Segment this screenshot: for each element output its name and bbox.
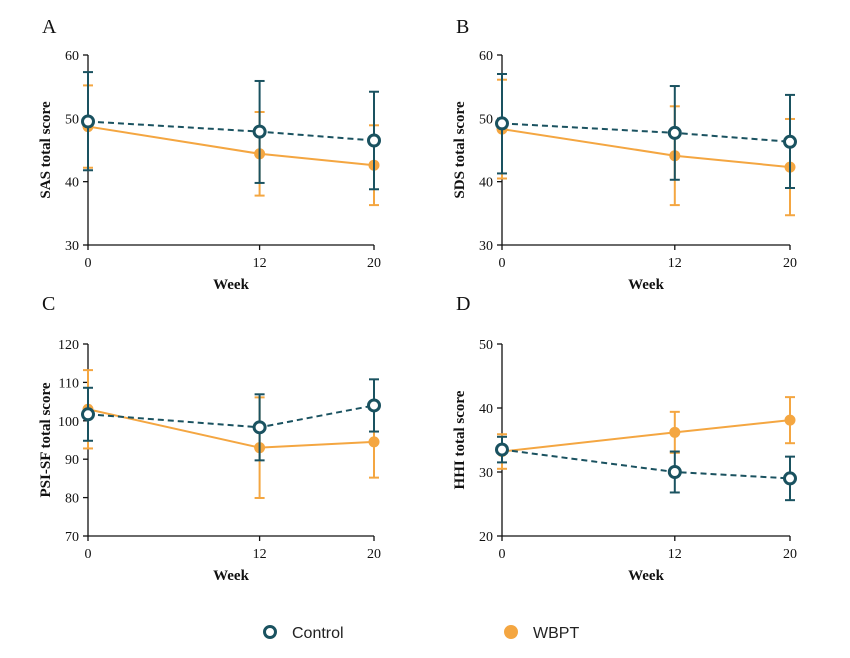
panel-d: D 20 30 40 50 0 12 20 Week HHI total score <box>452 293 797 584</box>
x-tick-label: 20 <box>783 547 797 562</box>
legend: Control WBPT <box>263 625 579 642</box>
x-tick-label: 12 <box>253 256 267 271</box>
x-tick-label: 0 <box>85 256 92 271</box>
y-tick-label: 40 <box>479 176 493 191</box>
y-tick-label: 120 <box>58 338 79 353</box>
series-control <box>495 73 797 189</box>
x-tick-label: 20 <box>367 256 381 271</box>
x-tick-label: 0 <box>499 256 506 271</box>
y-tick-label: 40 <box>65 176 79 191</box>
data-point-control <box>495 442 509 457</box>
series-wbpt <box>496 78 796 217</box>
legend-label-control: Control <box>292 625 344 642</box>
series-wbpt <box>82 84 380 207</box>
x-axis-label: Week <box>213 277 249 293</box>
y-tick-label: 70 <box>65 530 79 545</box>
y-tick-label: 30 <box>479 466 493 481</box>
y-tick-label: 60 <box>479 49 493 64</box>
y-tick-label: 80 <box>65 492 79 507</box>
data-point-control <box>667 125 682 140</box>
panel-a: A 30 40 50 60 0 12 20 Week SAS total score <box>38 16 381 293</box>
series-line-control <box>87 120 375 142</box>
y-tick-label: 50 <box>479 338 493 353</box>
y-tick-label: 100 <box>58 415 79 430</box>
y-tick-label: 90 <box>65 453 79 468</box>
series-wbpt <box>496 396 796 470</box>
data-point-control <box>252 124 267 139</box>
y-tick-label: 40 <box>479 402 493 417</box>
x-tick-label: 12 <box>668 256 682 271</box>
series-control <box>81 378 381 462</box>
y-tick-label: 20 <box>479 530 493 545</box>
series-line-wbpt <box>501 128 791 169</box>
data-point-control <box>667 465 682 479</box>
panel-letter-c: C <box>42 293 55 315</box>
series-line-wbpt <box>87 408 375 449</box>
data-point-wbpt <box>669 426 681 438</box>
data-point-control <box>495 116 509 131</box>
x-tick-label: 20 <box>367 547 381 562</box>
legend-marker-wbpt <box>504 625 518 639</box>
y-tick-label: 110 <box>59 376 79 391</box>
y-tick-label: 50 <box>479 112 493 127</box>
legend-label-wbpt: WBPT <box>533 625 579 642</box>
series-line-wbpt <box>501 419 791 453</box>
data-point-control <box>81 407 95 422</box>
x-axis-label: Week <box>213 568 249 584</box>
data-point-control <box>783 471 797 486</box>
x-tick-label: 0 <box>499 547 506 562</box>
data-point-control <box>367 133 381 148</box>
x-axis-label: Week <box>628 568 664 584</box>
panels: A 30 40 50 60 0 12 20 Week SAS total score B 30 40 50… <box>38 16 797 584</box>
series-wbpt <box>82 369 380 499</box>
panel-letter-d: D <box>456 293 470 315</box>
legend-item-control: Control <box>263 625 344 642</box>
y-tick-label: 50 <box>65 112 79 127</box>
series-line-wbpt <box>87 125 375 167</box>
data-point-control <box>783 134 797 149</box>
series-control <box>81 71 381 191</box>
legend-marker-control <box>263 625 277 639</box>
panel-c: C 70 80 90 100 110 120 0 12 20 Week PSI-SF total sc… <box>38 293 381 584</box>
series-line-control <box>87 404 375 429</box>
y-tick-label: 30 <box>479 239 493 254</box>
y-tick-label: 30 <box>65 239 79 254</box>
y-axis-label: HHI total score <box>452 390 468 489</box>
y-axis-label: PSI-SF total score <box>38 382 54 497</box>
data-point-wbpt <box>368 436 380 448</box>
x-tick-label: 12 <box>253 547 267 562</box>
series-control <box>495 435 797 502</box>
y-tick-label: 60 <box>65 49 79 64</box>
x-tick-label: 12 <box>668 547 682 562</box>
panel-b: B 30 40 50 60 0 12 20 Week SDS total score <box>452 16 797 293</box>
x-tick-label: 20 <box>783 256 797 271</box>
data-point-wbpt <box>784 414 796 426</box>
series-line-control <box>501 122 791 143</box>
legend-item-wbpt: WBPT <box>504 625 579 642</box>
x-axis-label: Week <box>628 277 664 293</box>
data-point-control <box>252 420 267 435</box>
y-axis-label: SDS total score <box>452 101 468 199</box>
y-axis-label: SAS total score <box>38 101 54 199</box>
x-tick-label: 0 <box>85 547 92 562</box>
panel-letter-b: B <box>456 16 469 38</box>
panel-letter-a: A <box>42 16 57 38</box>
data-point-control <box>367 398 381 413</box>
data-point-control <box>81 114 95 129</box>
series-line-control <box>501 448 791 480</box>
